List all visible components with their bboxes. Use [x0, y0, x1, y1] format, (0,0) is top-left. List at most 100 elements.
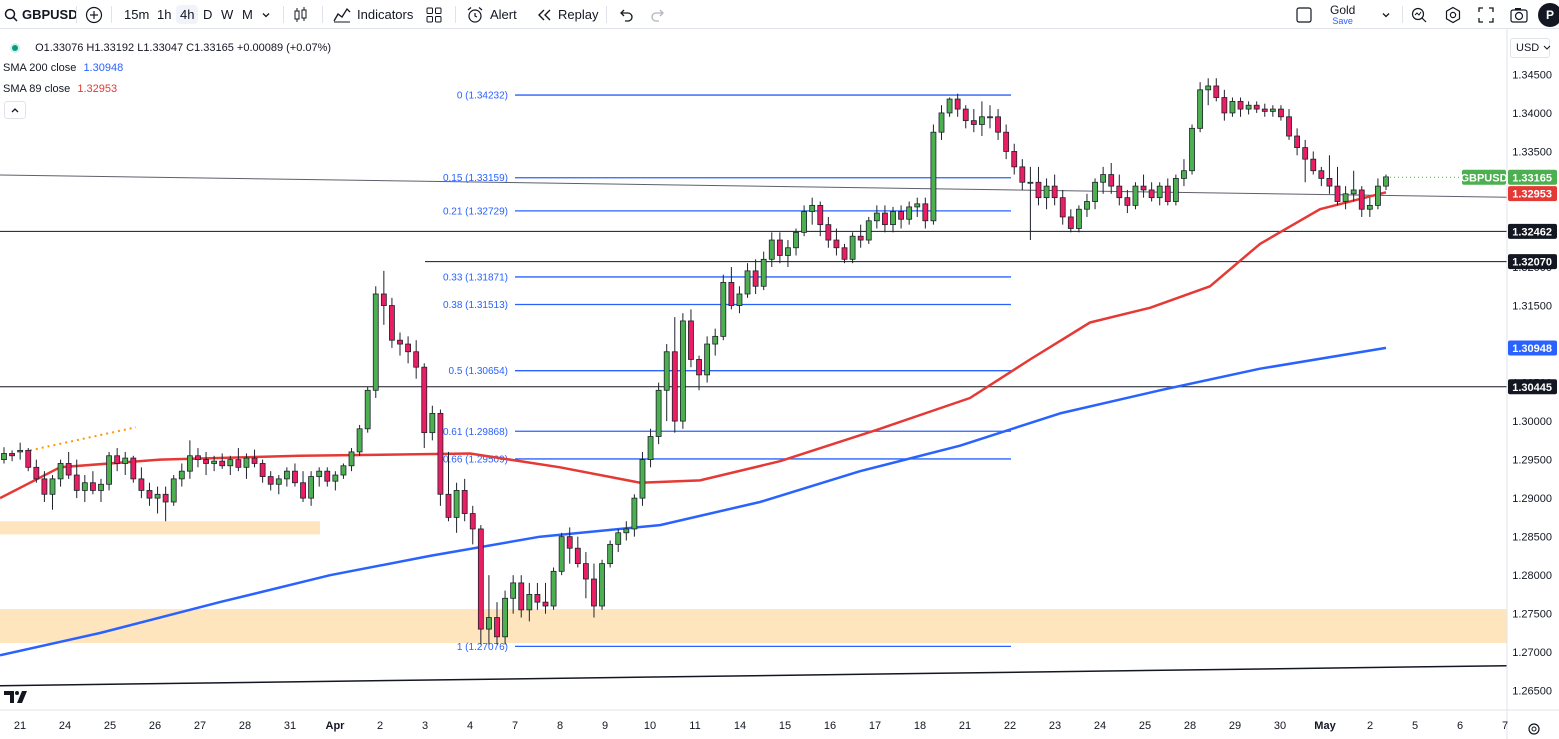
redo-button[interactable] [650, 0, 666, 29]
candle-body [195, 455, 201, 461]
candle-body [1164, 185, 1171, 202]
sma200-value: 1.30948 [83, 62, 124, 74]
time-tick-label: 15 [779, 720, 791, 732]
candle-body [453, 490, 460, 518]
candle-body [283, 470, 290, 480]
candle-body [1019, 166, 1026, 183]
candle-body [679, 320, 686, 422]
candle-body [574, 547, 581, 565]
fullscreen-button[interactable] [1477, 0, 1495, 29]
timeframe-4h[interactable]: 4h [176, 0, 199, 29]
settings-button[interactable] [1444, 0, 1462, 29]
timeframe-d[interactable]: D [203, 7, 213, 22]
candle-body [1148, 189, 1155, 199]
candle-body [882, 212, 888, 226]
timeframe-15m[interactable]: 15m [124, 7, 150, 22]
candle-body [437, 412, 444, 495]
candle-body [582, 563, 589, 580]
candle-body [211, 460, 218, 464]
candle-body [494, 617, 500, 638]
currency-select[interactable]: USD [1510, 38, 1551, 58]
axis-settings-icon[interactable] [1528, 723, 1540, 735]
time-tick-label: 27 [194, 720, 206, 732]
symbol-label: GBPUSD [22, 7, 78, 22]
candle-body [1084, 201, 1090, 210]
candle-body [566, 536, 573, 549]
candle-body [817, 204, 824, 226]
logo-dot [15, 691, 19, 695]
candle-body [704, 343, 711, 376]
candle-body [647, 436, 654, 461]
candle-body [1132, 185, 1139, 206]
candle-body [526, 594, 533, 611]
indicators-button[interactable]: Indicators [333, 0, 413, 29]
candle-body [1302, 147, 1309, 160]
candle-body [1189, 127, 1195, 172]
gear-center [1531, 726, 1537, 732]
candle-body [1035, 181, 1042, 199]
sma200-label: SMA 200 close [3, 62, 77, 74]
price-chart[interactable]: 0 (1.34232) 0.15 (1.33159) 0.21 (1.32729) 0… [0, 29, 1559, 739]
candle-body [389, 305, 395, 341]
candle-body [720, 282, 727, 337]
time-tick-label: 29 [1229, 720, 1241, 732]
candle-body [114, 455, 121, 464]
candle-body [316, 470, 323, 477]
timeframe-w[interactable]: W [221, 7, 234, 22]
candle-body [49, 478, 56, 495]
time-tick-label: 3 [422, 720, 428, 732]
compare-button[interactable] [85, 0, 103, 29]
candle-body [671, 351, 678, 422]
snapshot-button[interactable] [1509, 0, 1529, 29]
replay-button[interactable]: Replay [536, 0, 598, 29]
indicators-label: Indicators [357, 7, 414, 22]
timeframe-1h[interactable]: 1h [157, 7, 172, 22]
candle-body [308, 476, 315, 499]
fib-level-label: 0.33 (1.31871) [443, 272, 508, 283]
symbol-search-button[interactable]: GBPUSD [4, 0, 78, 29]
templates-button[interactable] [425, 0, 443, 29]
candle-body [744, 270, 751, 295]
quick-search-button[interactable] [1410, 0, 1428, 29]
candle-body [340, 465, 347, 476]
time-tick-label: May [1314, 720, 1336, 732]
undo-icon [618, 8, 634, 22]
candle-body [841, 247, 848, 260]
time-tick-label: 21 [14, 720, 26, 732]
top-toolbar: GBPUSD 15m 1h 4h D W M Indicators Alert [0, 0, 1559, 29]
time-tick-label: 26 [149, 720, 161, 732]
candle-body [1156, 185, 1163, 199]
candle-body [906, 206, 913, 220]
avatar-letter: P [1538, 2, 1559, 27]
candle-body [922, 203, 929, 222]
price-tick-label: 1.27500 [1512, 609, 1552, 621]
timeframe-dropdown-button[interactable] [261, 0, 271, 29]
candle-body [106, 455, 112, 485]
alert-button[interactable]: Alert [466, 0, 517, 29]
candle-body [65, 463, 72, 476]
ohlc-values: O1.33076 H1.33192 L1.33047 C1.33165 +0.0… [35, 42, 332, 54]
layout-dropdown-button[interactable] [1381, 0, 1391, 29]
chart-type-button[interactable] [293, 0, 309, 29]
add-circle-icon [85, 6, 103, 24]
candle-body [938, 112, 945, 133]
legend-collapse-button[interactable] [4, 101, 26, 119]
timeframe-m[interactable]: M [242, 7, 253, 22]
candle-body [469, 513, 476, 530]
horizontal-lines [0, 230, 1507, 388]
candle-body [809, 204, 816, 212]
candle-body [1221, 97, 1228, 114]
sma89-legend[interactable]: SMA 89 close 1.32953 [3, 81, 117, 97]
camera-icon [1509, 6, 1529, 24]
undo-button[interactable] [618, 0, 634, 29]
price-tick-label: 1.28500 [1512, 532, 1552, 544]
avatar[interactable]: P [1538, 0, 1559, 29]
fib-level-label: 0.5 (1.30654) [449, 366, 509, 377]
price-tag-value: 1.32953 [1512, 189, 1552, 201]
candle-body [130, 457, 137, 480]
time-tick-label: 16 [824, 720, 836, 732]
layout-button[interactable] [1295, 0, 1313, 29]
layout-name-button[interactable]: Gold Save [1330, 0, 1355, 29]
sma200-legend[interactable]: SMA 200 close 1.30948 [3, 60, 123, 76]
candle-body [1197, 89, 1204, 129]
